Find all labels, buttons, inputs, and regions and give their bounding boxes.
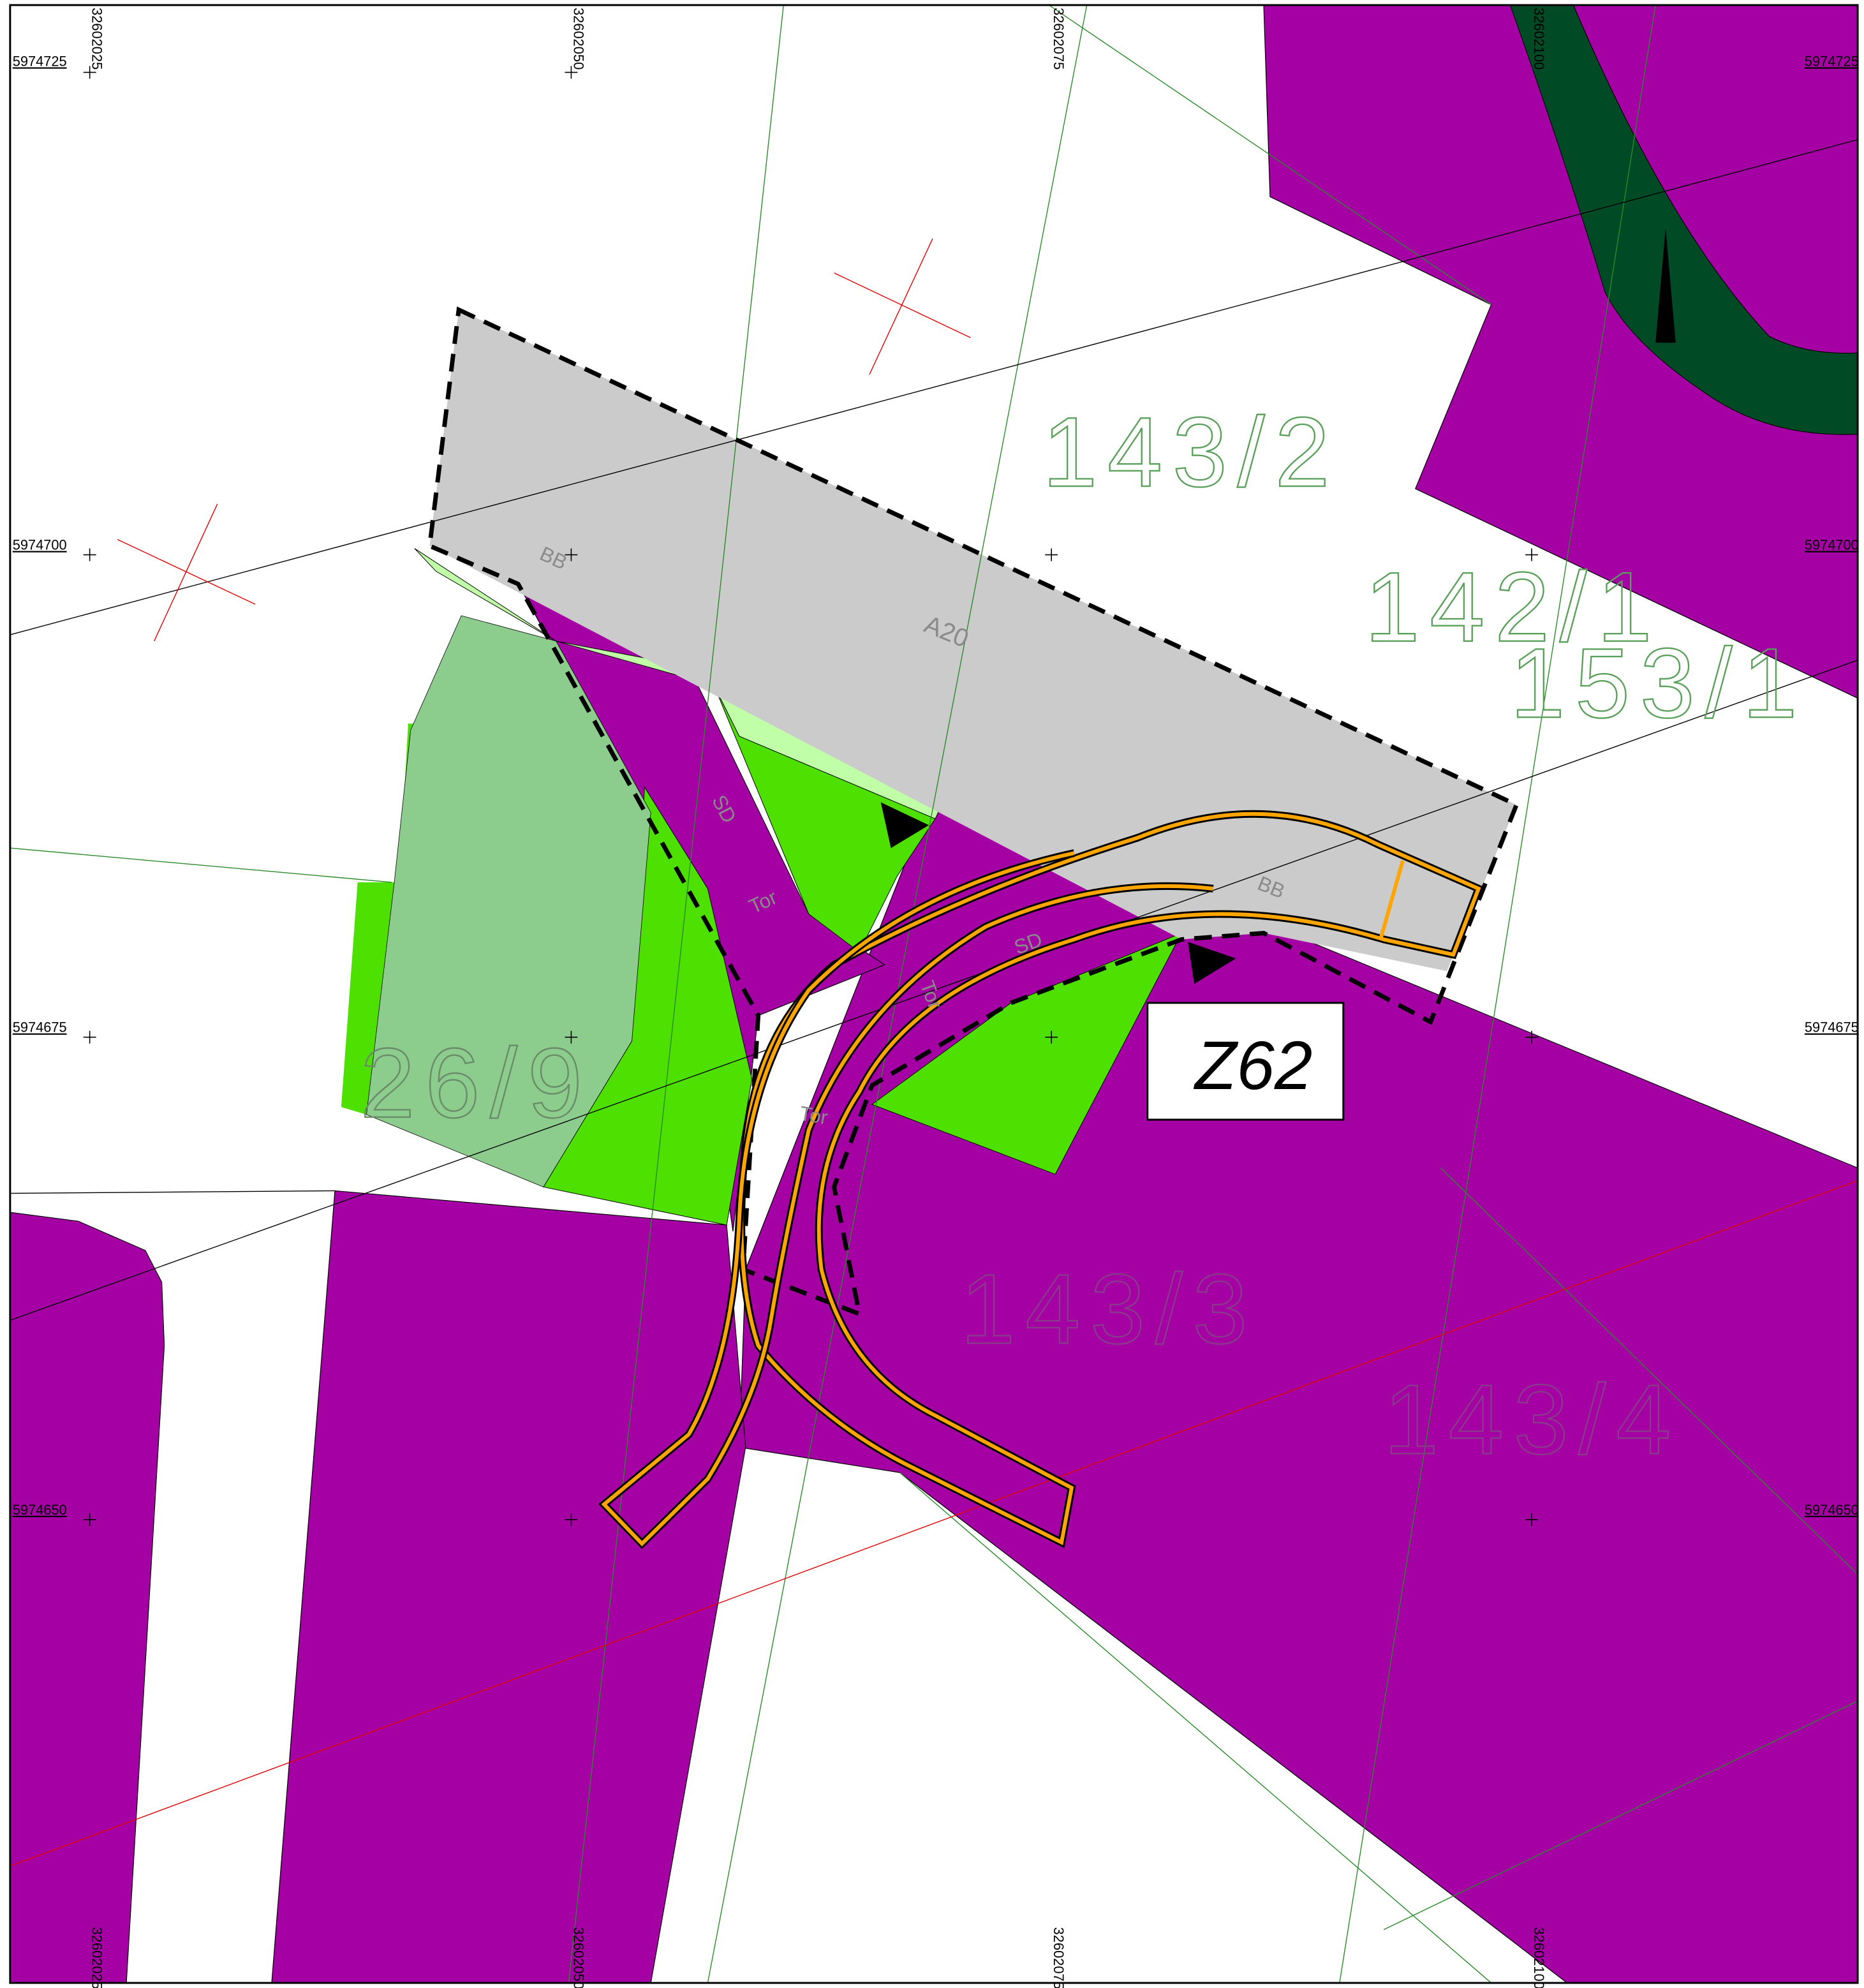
line: [10, 847, 392, 883]
arrows: [880, 228, 1676, 984]
road: [601, 851, 1214, 1547]
road: [739, 812, 1481, 1546]
parcel-number: 26/9: [360, 1028, 593, 1138]
arrow: [1655, 228, 1676, 343]
line: [899, 1472, 1492, 1984]
line: [1383, 1700, 1858, 1931]
x-coord: 32602050: [570, 8, 586, 70]
lines: [10, 4, 1858, 1984]
line: [568, 4, 784, 1984]
x-coord: 32602075: [1051, 8, 1067, 70]
road: [1379, 860, 1405, 938]
dashed-boundary: [427, 306, 1520, 1317]
y-coord: 5974725: [1805, 53, 1859, 69]
parcel-number: 143/3: [961, 1254, 1258, 1364]
coordinates: 32602025 32602050 32602075 32602100 3260…: [13, 8, 1859, 1988]
y-coord: 5974700: [1805, 537, 1859, 553]
line: [10, 1190, 335, 1194]
y-coord: 5974675: [13, 1020, 67, 1035]
line: [10, 660, 1858, 1321]
parcel-number: 143/4: [1384, 1364, 1681, 1474]
frame: [9, 4, 1859, 1984]
line: [10, 139, 1858, 635]
x-coord: 32602075: [1051, 1927, 1067, 1988]
cross: [869, 238, 933, 375]
cross: [154, 503, 218, 642]
cross: [83, 66, 1538, 1526]
y-coord: 5974650: [13, 1502, 67, 1518]
y-coord: 5974725: [13, 53, 67, 69]
line: [1048, 4, 1491, 306]
label: Tor: [798, 1101, 830, 1129]
cross: [834, 272, 971, 338]
y-coord: 5974650: [1805, 1502, 1859, 1518]
purple-middle: [271, 1190, 746, 1984]
x-coord: 32602100: [1531, 1927, 1547, 1988]
x-coord: 32602100: [1531, 8, 1547, 70]
y-coord: 5974675: [1805, 1020, 1859, 1035]
grey-area: [429, 309, 1517, 972]
parcel-numbers: 143/2 142/1 153/1 26/9 143/3 143/4: [359, 396, 1807, 1476]
line: [1440, 1168, 1858, 1575]
line: [1339, 4, 1656, 1984]
orange-roads: [598, 810, 1484, 1550]
y-coord: 5974700: [13, 537, 67, 553]
land-use: [10, 4, 1858, 1984]
parcel-number: 143/2: [1042, 397, 1340, 507]
x-coord: 32602025: [89, 1927, 105, 1988]
arrow: [880, 802, 929, 849]
parcel-number: 142/1: [1365, 552, 1662, 662]
line: [10, 1180, 1858, 1867]
bright-green: [341, 882, 395, 1115]
x-coord: 32602050: [570, 1927, 586, 1988]
zone-label: Z62: [1193, 1027, 1312, 1104]
grid-crosses: [83, 66, 1538, 1526]
dark-green-band: [1509, 4, 1858, 435]
zone-box: [1146, 1002, 1345, 1121]
arrow: [1188, 942, 1236, 984]
x-coord: 32602025: [89, 8, 105, 70]
parcel-number: 153/1: [1510, 628, 1807, 738]
faded-green: [366, 615, 651, 1187]
